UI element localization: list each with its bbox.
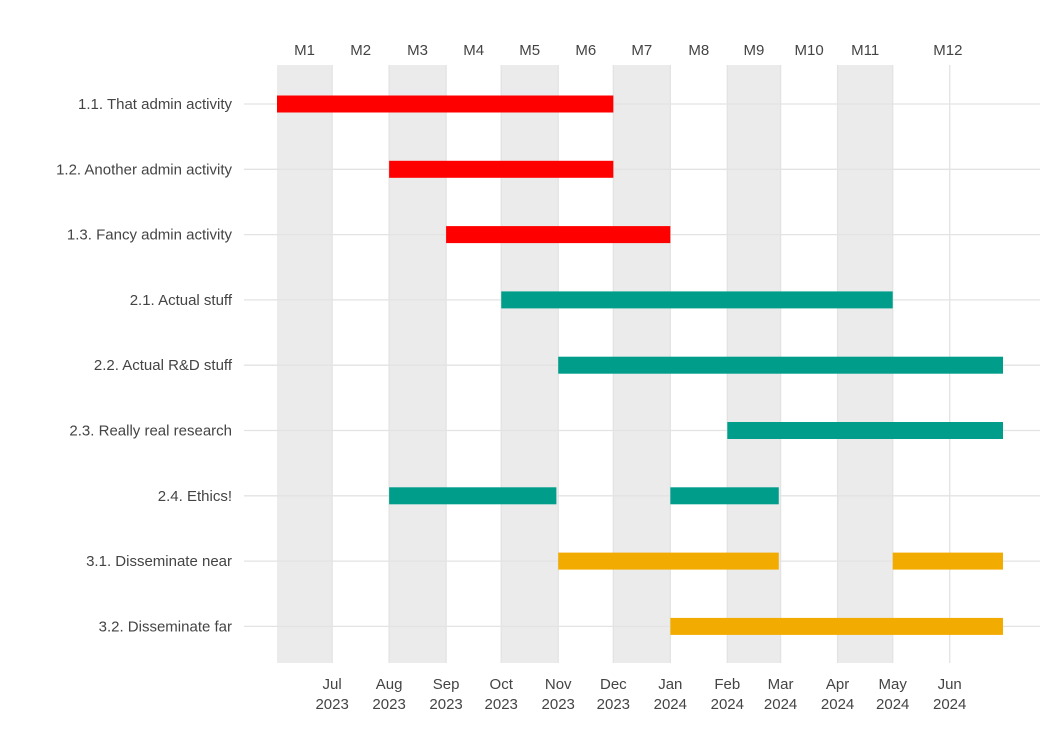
date-tick-year: 2023 <box>372 696 405 713</box>
date-tick-month: Dec <box>600 676 627 693</box>
date-tick-month: Oct <box>490 676 514 693</box>
project-month-axis: M1 M2 M3 M4 M5 M6 M7 M8 M9 M10 M11 M12 <box>294 42 962 59</box>
project-month-label: M11 <box>851 42 879 59</box>
task-label: 1.1. That admin activity <box>78 96 232 113</box>
task-label: 1.3. Fancy admin activity <box>67 227 233 244</box>
task-bar-1-3-seg1 <box>446 226 671 244</box>
task-bar-3-2-seg1 <box>670 617 1003 635</box>
month-band-m5 <box>501 65 559 663</box>
project-month-label: M6 <box>575 42 596 59</box>
date-tick-month: Aug <box>376 676 403 693</box>
task-label: 3.1. Disseminate near <box>86 553 232 570</box>
task-label: 2.3. Really real research <box>69 423 232 440</box>
date-tick-month: Apr <box>826 676 849 693</box>
date-tick-year: 2024 <box>821 696 854 713</box>
project-month-label: M9 <box>744 42 765 59</box>
project-month-label: M10 <box>794 42 823 59</box>
date-tick-month: Sep <box>433 676 460 693</box>
task-bar-3-1-seg2 <box>892 552 1003 570</box>
date-tick-year: 2023 <box>429 696 462 713</box>
date-tick-month: Jan <box>658 676 682 693</box>
date-tick-month: Mar <box>768 676 794 693</box>
task-bars <box>277 95 1003 635</box>
task-axis: 1.1. That admin activity 1.2. Another adm… <box>56 96 233 635</box>
task-label: 1.2. Another admin activity <box>56 161 232 178</box>
project-month-label: M5 <box>519 42 540 59</box>
project-month-label: M1 <box>294 42 315 59</box>
task-bar-2-4-seg1 <box>389 487 557 505</box>
date-tick-year: 2024 <box>933 696 966 713</box>
date-tick-month: May <box>879 676 908 693</box>
date-tick-year: 2023 <box>597 696 630 713</box>
task-bar-2-1-seg1 <box>501 291 893 309</box>
task-bar-1-2-seg1 <box>389 160 614 178</box>
task-bar-2-3-seg1 <box>727 422 1003 439</box>
date-tick-year: 2024 <box>764 696 797 713</box>
month-band-m3 <box>389 65 447 663</box>
project-month-label: M3 <box>407 42 428 59</box>
project-month-label: M12 <box>933 42 962 59</box>
date-tick-month: Feb <box>714 676 740 693</box>
date-tick-year: 2024 <box>876 696 909 713</box>
task-bar-2-4-seg2 <box>670 487 779 505</box>
date-tick-year: 2024 <box>654 696 687 713</box>
project-month-label: M7 <box>631 42 652 59</box>
task-bar-3-1-seg1 <box>558 552 779 570</box>
project-month-label: M4 <box>463 42 484 59</box>
date-tick-year: 2023 <box>485 696 518 713</box>
project-month-label: M2 <box>350 42 371 59</box>
task-bar-1-1-seg1 <box>277 95 614 113</box>
month-band-m1 <box>277 65 333 663</box>
task-label: 2.4. Ethics! <box>158 488 232 505</box>
date-axis: Jul 2023 Aug 2023 Sep 2023 Oct 2023 Nov 2023 Dec 20… <box>315 676 966 713</box>
date-tick-month: Jun <box>938 676 962 693</box>
task-label: 3.2. Disseminate far <box>99 618 232 635</box>
task-bar-2-2-seg1 <box>558 356 1003 374</box>
date-tick-year: 2024 <box>711 696 744 713</box>
date-tick-month: Jul <box>323 676 342 693</box>
task-label: 2.2. Actual R&D stuff <box>94 357 233 374</box>
task-label: 2.1. Actual stuff <box>130 292 233 309</box>
date-tick-month: Nov <box>545 676 572 693</box>
date-tick-year: 2023 <box>315 696 348 713</box>
date-tick-year: 2023 <box>542 696 575 713</box>
project-month-label: M8 <box>688 42 709 59</box>
